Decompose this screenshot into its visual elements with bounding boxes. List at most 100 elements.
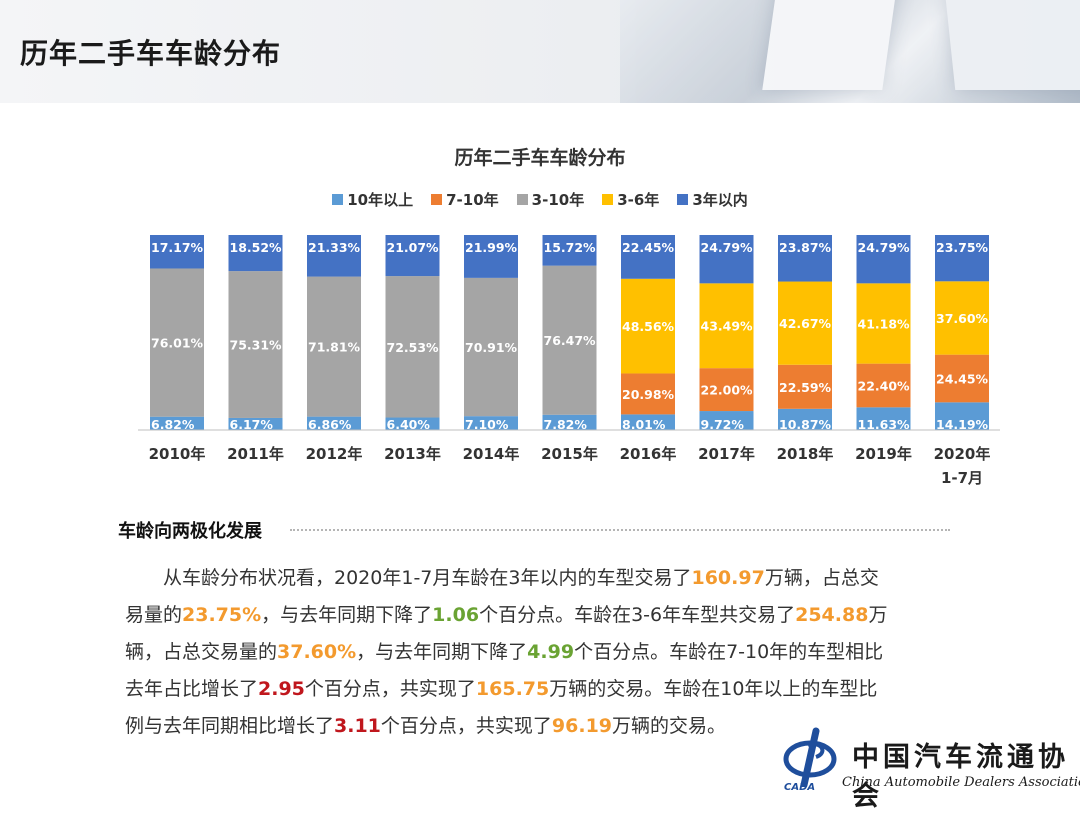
stacked-bar-chart: 6.82% 76.01% 17.17% 2010年 6.17% 75.31% 18.52% 2…	[138, 235, 1000, 487]
highlight-number: 1.06	[432, 604, 480, 626]
highlight-number: 37.60%	[277, 641, 357, 663]
bar-segment	[150, 416, 204, 430]
data-label: 14.19%	[936, 417, 989, 432]
data-label: 9.72%	[701, 417, 745, 432]
analysis-line: 例与去年同期相比增长了3.11个百分点，共实现了96.19万辆的交易。	[125, 708, 965, 745]
data-label: 75.31%	[230, 338, 283, 353]
text-segment: 从车龄分布状况看，2020年1-7月车龄在3年以内的车型交易了	[163, 567, 692, 589]
bar-segment	[778, 281, 832, 365]
page-title: 历年二手车车龄分布	[20, 37, 282, 70]
data-label: 23.75%	[936, 240, 989, 255]
decorative-cube	[762, 0, 898, 90]
data-label: 22.45%	[622, 240, 675, 255]
analysis-line: 辆，占总交易量的37.60%，与去年同期下降了4.99个百分点。车龄在7-10年…	[125, 634, 965, 671]
data-label: 41.18%	[858, 316, 911, 331]
highlight-number: 160.97	[691, 567, 765, 589]
text-segment: 万	[868, 604, 888, 626]
data-label: 6.82%	[151, 417, 195, 432]
text-segment: 个百分点。车龄在3-6年车型共交易了	[479, 604, 796, 626]
data-label: 21.99%	[465, 240, 518, 255]
bar-segment	[621, 414, 675, 430]
bar-segment	[464, 277, 518, 417]
bar-segment	[621, 235, 675, 279]
legend-item: 3-10年	[516, 189, 585, 210]
bar-segment	[150, 235, 204, 269]
data-label: 10.87%	[779, 417, 832, 432]
highlight-number: 3.11	[334, 715, 381, 737]
x-tick-label: 2014年	[463, 445, 520, 463]
bar-segment	[228, 271, 283, 418]
highlight-number: 4.99	[527, 641, 575, 663]
data-label: 11.63%	[858, 417, 911, 432]
bar-segment	[542, 265, 597, 415]
data-label: 76.01%	[151, 336, 204, 351]
data-label: 20.98%	[622, 387, 675, 402]
data-label: 7.82%	[544, 417, 588, 432]
legend-swatch	[332, 194, 344, 205]
text-segment: ，与去年同期下降了	[261, 604, 433, 626]
bar-segment	[778, 235, 832, 282]
x-tick-label: 2013年	[384, 445, 441, 463]
bar-segment	[699, 235, 754, 284]
text-segment: 易量的	[125, 604, 183, 626]
text-segment: 万辆，占总交	[764, 567, 879, 589]
data-label: 72.53%	[387, 340, 440, 355]
bar-segment	[542, 414, 597, 430]
data-label: 22.40%	[858, 378, 911, 393]
bar-segment	[856, 283, 911, 364]
text-segment: 个百分点。车龄在7-10年的车型相比	[574, 641, 884, 663]
header-decorative-image	[620, 0, 1080, 103]
text-segment: 个百分点，共实现了	[304, 678, 476, 700]
bar-segment	[621, 278, 675, 374]
legend-swatch	[516, 194, 528, 205]
data-label: 22.00%	[701, 383, 754, 398]
x-tick-label: 2015年	[541, 445, 598, 463]
bar-segment	[856, 407, 911, 430]
legend-label: 3年以内	[692, 191, 748, 209]
data-label: 6.40%	[387, 417, 431, 432]
bar-segment	[385, 276, 440, 418]
data-label: 70.91%	[465, 340, 518, 355]
legend-item: 10年以上	[332, 189, 413, 210]
bar-segment	[542, 235, 597, 266]
chart-legend: 10年以上 7-10年 3-10年 3-6年 3年以内	[0, 189, 1080, 210]
x-tick-label: 2010年	[149, 445, 206, 463]
highlight-number: 96.19	[551, 715, 613, 737]
legend-swatch	[677, 194, 689, 205]
data-label: 7.10%	[465, 417, 509, 432]
bar-segment	[856, 235, 911, 284]
logo-abbreviation: CADA	[784, 782, 816, 793]
x-tick-label: 2012年	[306, 445, 363, 463]
bar-segment	[385, 417, 440, 430]
decorative-cube	[944, 0, 1080, 90]
bar-segment	[307, 416, 361, 430]
legend-item: 3-6年	[602, 189, 659, 210]
data-label: 22.59%	[779, 380, 832, 395]
legend-item: 7-10年	[431, 189, 499, 210]
x-tick-label: 2016年	[620, 445, 677, 463]
text-segment: 去年占比增长了	[125, 678, 259, 700]
bar-segment	[464, 416, 518, 430]
x-tick-label: 2017年	[698, 445, 755, 463]
bar-segment	[464, 235, 518, 278]
bar-segment	[856, 363, 911, 408]
logo-english-name: China Automobile Dealers Association	[842, 775, 1080, 790]
bar-segment	[307, 276, 361, 417]
text-segment: 辆，占总交易量的	[125, 641, 278, 663]
legend-label: 3-10年	[531, 191, 585, 209]
text-segment: 个百分点，共实现了	[380, 715, 552, 737]
bar-segment	[778, 364, 832, 409]
data-label: 24.45%	[936, 371, 989, 386]
analysis-line: 从车龄分布状况看，2020年1-7月车龄在3年以内的车型交易了160.97万辆，…	[125, 560, 965, 597]
bar-segment	[699, 368, 754, 412]
bar-segment	[699, 283, 754, 369]
legend-swatch	[602, 194, 614, 205]
bar-segment	[621, 373, 675, 415]
data-label: 71.81%	[308, 340, 361, 355]
data-label: 43.49%	[701, 319, 754, 334]
data-label: 37.60%	[936, 311, 989, 326]
highlight-number: 165.75	[475, 678, 550, 700]
chart-title: 历年二手车车龄分布	[454, 147, 626, 169]
legend-label: 3-6年	[617, 191, 660, 209]
x-tick-label: 2019年	[855, 445, 912, 463]
